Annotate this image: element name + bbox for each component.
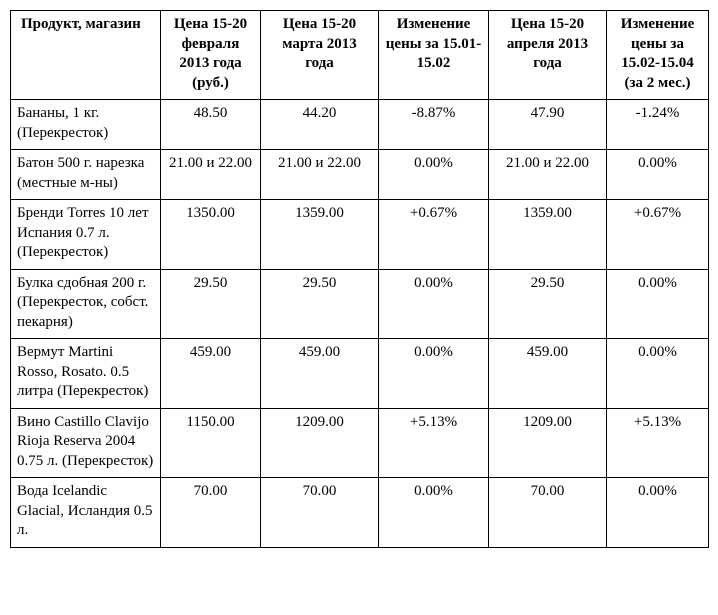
table-row: Бренди Torres 10 лет Испания 0.7 л. (Пер… bbox=[11, 200, 709, 270]
cell-value: 1359.00 bbox=[261, 200, 379, 270]
cell-value: 21.00 и 22.00 bbox=[261, 150, 379, 200]
cell-value: +5.13% bbox=[379, 408, 489, 478]
table-row: Булка сдобная 200 г. (Перекресток, собст… bbox=[11, 269, 709, 339]
cell-value: -8.87% bbox=[379, 100, 489, 150]
cell-value: 0.00% bbox=[607, 269, 709, 339]
cell-value: 29.50 bbox=[161, 269, 261, 339]
table-header-row: Продукт, магазин Цена 15-20 февраля 2013… bbox=[11, 11, 709, 100]
cell-value: 459.00 bbox=[261, 339, 379, 409]
cell-value: +0.67% bbox=[379, 200, 489, 270]
cell-value: 0.00% bbox=[379, 478, 489, 548]
col-header-change-2: Изменение цены за 15.02-15.04 (за 2 мес.… bbox=[607, 11, 709, 100]
cell-product: Вермут Martini Rosso, Rosato. 0.5 литра … bbox=[11, 339, 161, 409]
cell-value: 0.00% bbox=[607, 478, 709, 548]
cell-value: 21.00 и 22.00 bbox=[161, 150, 261, 200]
cell-value: 459.00 bbox=[161, 339, 261, 409]
cell-value: 0.00% bbox=[379, 339, 489, 409]
cell-value: 0.00% bbox=[379, 150, 489, 200]
cell-value: 1359.00 bbox=[489, 200, 607, 270]
cell-value: 29.50 bbox=[489, 269, 607, 339]
table-row: Вино Castillo Clavijo Rioja Reserva 2004… bbox=[11, 408, 709, 478]
cell-value: +5.13% bbox=[607, 408, 709, 478]
cell-product: Вино Castillo Clavijo Rioja Reserva 2004… bbox=[11, 408, 161, 478]
cell-value: 1150.00 bbox=[161, 408, 261, 478]
cell-value: -1.24% bbox=[607, 100, 709, 150]
cell-value: 44.20 bbox=[261, 100, 379, 150]
cell-value: 70.00 bbox=[489, 478, 607, 548]
cell-value: 459.00 bbox=[489, 339, 607, 409]
table-row: Вермут Martini Rosso, Rosato. 0.5 литра … bbox=[11, 339, 709, 409]
cell-product: Вода Icelandic Glacial, Исландия 0.5 л. bbox=[11, 478, 161, 548]
cell-value: 1209.00 bbox=[261, 408, 379, 478]
table-body: Бананы, 1 кг. (Перекресток) 48.50 44.20 … bbox=[11, 100, 709, 548]
cell-value: 0.00% bbox=[607, 150, 709, 200]
cell-value: +0.67% bbox=[607, 200, 709, 270]
cell-value: 47.90 bbox=[489, 100, 607, 150]
cell-product: Бренди Torres 10 лет Испания 0.7 л. (Пер… bbox=[11, 200, 161, 270]
col-header-change-1: Изменение цены за 15.01-15.02 bbox=[379, 11, 489, 100]
cell-value: 1209.00 bbox=[489, 408, 607, 478]
price-table: Продукт, магазин Цена 15-20 февраля 2013… bbox=[10, 10, 709, 548]
col-header-price-apr: Цена 15-20 апреля 2013 года bbox=[489, 11, 607, 100]
table-row: Бананы, 1 кг. (Перекресток) 48.50 44.20 … bbox=[11, 100, 709, 150]
cell-value: 29.50 bbox=[261, 269, 379, 339]
cell-product: Бананы, 1 кг. (Перекресток) bbox=[11, 100, 161, 150]
col-header-price-mar: Цена 15-20 марта 2013 года bbox=[261, 11, 379, 100]
cell-product: Булка сдобная 200 г. (Перекресток, собст… bbox=[11, 269, 161, 339]
col-header-product: Продукт, магазин bbox=[11, 11, 161, 100]
cell-product: Батон 500 г. нарезка (местные м-ны) bbox=[11, 150, 161, 200]
cell-value: 70.00 bbox=[261, 478, 379, 548]
col-header-price-feb: Цена 15-20 февраля 2013 года (руб.) bbox=[161, 11, 261, 100]
cell-value: 70.00 bbox=[161, 478, 261, 548]
cell-value: 21.00 и 22.00 bbox=[489, 150, 607, 200]
cell-value: 1350.00 bbox=[161, 200, 261, 270]
table-row: Вода Icelandic Glacial, Исландия 0.5 л. … bbox=[11, 478, 709, 548]
cell-value: 0.00% bbox=[607, 339, 709, 409]
table-row: Батон 500 г. нарезка (местные м-ны) 21.0… bbox=[11, 150, 709, 200]
cell-value: 48.50 bbox=[161, 100, 261, 150]
cell-value: 0.00% bbox=[379, 269, 489, 339]
